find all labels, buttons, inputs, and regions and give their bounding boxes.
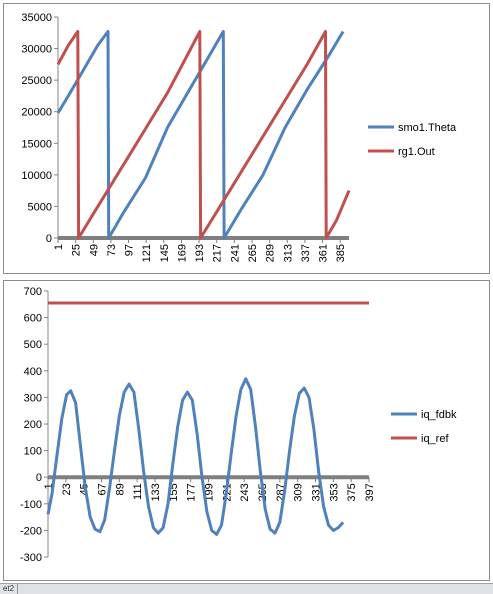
x-tick-label: 353 bbox=[328, 483, 340, 501]
series-line-smo1-theta[interactable] bbox=[56, 30, 345, 240]
x-tick-label: 1 bbox=[43, 483, 55, 489]
x-tick-label: 89 bbox=[114, 483, 126, 495]
series-line-rg1-out[interactable] bbox=[56, 30, 351, 240]
y-tick-label: 5000 bbox=[28, 201, 52, 213]
y-tick-label: -100 bbox=[20, 499, 42, 511]
x-tick-label: 67 bbox=[97, 483, 109, 495]
x-tick-label: 199 bbox=[204, 483, 216, 501]
y-tick-label: 30000 bbox=[21, 44, 52, 56]
sheet-tab[interactable]: et2 bbox=[0, 584, 19, 594]
x-tick-label: 25 bbox=[71, 244, 83, 256]
chart-iq[interactable]: -300 -200 -100 0 100 200 300 400 500 600 700 1 23 45 6… bbox=[3, 280, 490, 581]
legend-label: smo1.Theta bbox=[398, 122, 457, 134]
x-tick-label: 243 bbox=[239, 483, 251, 501]
x-tick-label: 1 bbox=[53, 244, 65, 250]
y-tick-label: 0 bbox=[36, 472, 42, 484]
y-tick-label: 15000 bbox=[21, 138, 52, 150]
y-tick-label: 100 bbox=[24, 446, 42, 458]
x-tick-label: 241 bbox=[229, 244, 241, 262]
legend-label: iq_fdbk bbox=[421, 409, 457, 421]
x-tick-label: 361 bbox=[318, 244, 330, 262]
x-tick-label: 49 bbox=[88, 244, 100, 256]
chart-theta[interactable]: 0 5000 10000 15000 20000 25000 30000 35000 1 25 49… bbox=[3, 3, 490, 274]
y-tick-label: 300 bbox=[24, 392, 42, 404]
legend-label: iq_ref bbox=[421, 433, 449, 445]
y-tick-label: 700 bbox=[24, 286, 42, 298]
chart-theta-svg: 0 5000 10000 15000 20000 25000 30000 35000 1 25 49… bbox=[21, 12, 457, 262]
y-tick-label: 500 bbox=[24, 339, 42, 351]
y-tick-label: 600 bbox=[24, 313, 42, 325]
y-tick-label: -300 bbox=[20, 552, 42, 564]
x-tick-label: 73 bbox=[106, 244, 118, 256]
y-tick-label: 0 bbox=[46, 233, 52, 245]
x-tick-label: 337 bbox=[300, 244, 312, 262]
x-tick-label: 313 bbox=[282, 244, 294, 262]
y-tick-label: 35000 bbox=[21, 12, 52, 24]
y-tick-label: 200 bbox=[24, 419, 42, 431]
x-tick-label: 145 bbox=[159, 244, 171, 262]
sheet-tab-bar: et2 bbox=[0, 583, 493, 594]
y-tick-label: 10000 bbox=[21, 170, 52, 182]
x-tick-label: 265 bbox=[247, 244, 259, 262]
x-tick-label: 121 bbox=[141, 244, 153, 262]
legend-label: rg1.Out bbox=[398, 146, 435, 158]
series-line-iq-fdbk[interactable] bbox=[46, 377, 345, 536]
y-tick-label: 25000 bbox=[21, 75, 52, 87]
x-tick-label: 385 bbox=[335, 244, 347, 262]
y-tick-label: -200 bbox=[20, 525, 42, 537]
x-tick-label: 169 bbox=[176, 244, 188, 262]
x-tick-label: 397 bbox=[364, 483, 376, 501]
y-tick-label: 20000 bbox=[21, 107, 52, 119]
x-tick-label: 23 bbox=[61, 483, 73, 495]
x-tick-label: 289 bbox=[265, 244, 277, 262]
x-tick-label: 309 bbox=[293, 483, 305, 501]
x-tick-label: 375 bbox=[346, 483, 358, 501]
y-tick-label: 400 bbox=[24, 366, 42, 378]
x-tick-label: 193 bbox=[194, 244, 206, 262]
x-tick-label: 177 bbox=[186, 483, 198, 501]
x-tick-label: 111 bbox=[132, 483, 144, 500]
x-tick-label: 133 bbox=[150, 483, 162, 501]
x-tick-label: 217 bbox=[212, 244, 224, 262]
x-tick-label: 97 bbox=[124, 244, 136, 256]
